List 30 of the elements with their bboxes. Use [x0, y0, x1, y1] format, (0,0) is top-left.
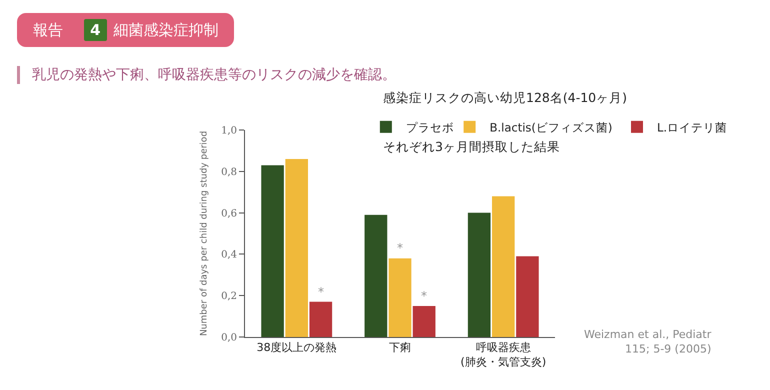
annotation: *: [421, 289, 427, 303]
legend-label: B.lactis(ビフィズス菌): [490, 120, 612, 134]
bar: [516, 256, 539, 337]
chart-subtitle: 乳児の発熱や下痢、呼吸器疾患等のリスクの減少を確認。: [17, 66, 396, 84]
bar: [364, 214, 388, 337]
legend-label: L.ロイテリ菌: [657, 120, 728, 134]
text: Weizman et al., Pediatr 115; 5-9 (2005): [584, 328, 712, 356]
bar: [492, 196, 515, 337]
x-tick-label: 呼吸器疾患 (肺炎・気管支炎): [460, 341, 546, 368]
text: 感染症リスクの高い幼児128名(4-10ヶ月): [383, 90, 627, 105]
annotation: *: [318, 285, 324, 299]
y-tick-label: 0,2: [221, 291, 237, 302]
bar: [412, 306, 436, 337]
y-tick-label: 0,8: [221, 166, 237, 178]
y-tick-label: 0,6: [221, 208, 237, 220]
x-tick-label: 下痢: [389, 341, 411, 354]
x-tick-label: 38度以上の発熱: [256, 341, 337, 354]
annotation: それぞれ3ヶ月間摂取した結果: [383, 139, 560, 154]
bar: [468, 212, 491, 337]
y-tick-label: 0,0: [221, 332, 237, 344]
bar: [309, 302, 332, 337]
annotation: *: [397, 241, 403, 255]
bar: [261, 165, 284, 337]
y-axis-title: Number of days per child during study period: [199, 130, 210, 336]
y-tick-label: 0,4: [221, 250, 237, 261]
y-tick-label: 1,0: [221, 126, 237, 136]
chart-title: 報告 4 細菌感染症抑制: [33, 20, 218, 39]
bar: [388, 258, 412, 337]
legend-label: プラセボ: [406, 120, 454, 134]
bar: [285, 158, 308, 337]
